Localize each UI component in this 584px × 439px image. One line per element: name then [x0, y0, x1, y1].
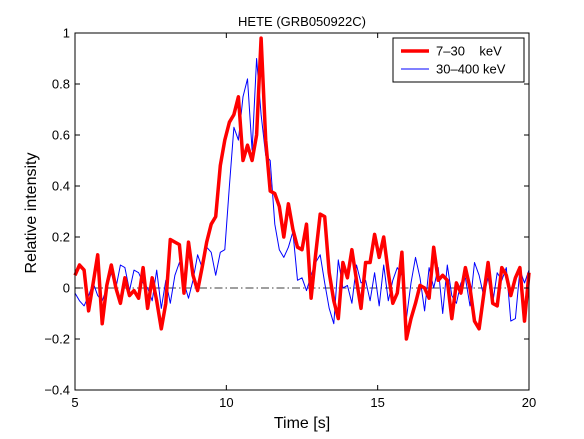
legend-label: 7–30 keV	[436, 44, 502, 59]
legend-label: 30–400 keV	[436, 62, 506, 77]
x-tick-label: 20	[522, 395, 536, 410]
y-tick-label: 0.6	[52, 128, 70, 143]
axes-frame	[74, 32, 530, 391]
x-tick-label: 10	[219, 395, 233, 410]
y-tick-label: −0.4	[44, 383, 70, 398]
x-axis-label: Time [s]	[274, 415, 330, 432]
plot-area: 5 10 15 20 −0.4 −0.2 0 0.2 0.4 0.6 0.8 1	[44, 26, 536, 411]
y-tick-label: 0	[63, 281, 70, 296]
y-tick-label: 0.4	[52, 179, 70, 194]
legend-box	[392, 37, 525, 83]
y-tick-label: 0.2	[52, 230, 70, 245]
series-line-red	[73, 36, 531, 341]
y-axis-label: Relative intensity	[23, 153, 40, 274]
legend: 7–30 keV 30–400 keV	[392, 37, 525, 83]
x-tick-label: 5	[71, 395, 78, 410]
y-tick-label: 1	[63, 26, 70, 41]
x-tick-label: 15	[370, 395, 384, 410]
y-tick-label: 0.8	[52, 77, 70, 92]
y-tick-label: −0.2	[44, 332, 70, 347]
chart-title: HETE (GRB050922C)	[238, 14, 366, 29]
